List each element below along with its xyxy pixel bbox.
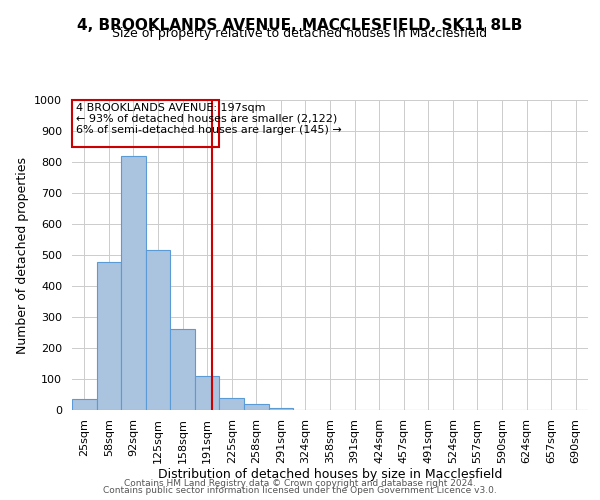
Bar — [72, 399, 97, 410]
X-axis label: Distribution of detached houses by size in Macclesfield: Distribution of detached houses by size … — [158, 468, 502, 481]
Text: ← 93% of detached houses are smaller (2,122): ← 93% of detached houses are smaller (2,… — [76, 114, 337, 124]
Text: Contains HM Land Registry data © Crown copyright and database right 2024.: Contains HM Land Registry data © Crown c… — [124, 478, 476, 488]
Y-axis label: Number of detached properties: Number of detached properties — [16, 156, 29, 354]
Bar — [170, 329, 195, 410]
Bar — [195, 376, 220, 410]
Bar — [97, 262, 121, 410]
Bar — [244, 404, 269, 410]
Text: 4 BROOKLANDS AVENUE: 197sqm: 4 BROOKLANDS AVENUE: 197sqm — [76, 103, 265, 113]
Text: 4, BROOKLANDS AVENUE, MACCLESFIELD, SK11 8LB: 4, BROOKLANDS AVENUE, MACCLESFIELD, SK11… — [77, 18, 523, 32]
Bar — [146, 250, 170, 410]
Bar — [269, 408, 293, 410]
Text: Contains public sector information licensed under the Open Government Licence v3: Contains public sector information licen… — [103, 486, 497, 495]
Bar — [220, 398, 244, 410]
Text: Size of property relative to detached houses in Macclesfield: Size of property relative to detached ho… — [112, 28, 488, 40]
Bar — [121, 156, 146, 410]
Text: 6% of semi-detached houses are larger (145) →: 6% of semi-detached houses are larger (1… — [76, 125, 341, 135]
Bar — [72, 100, 220, 146]
